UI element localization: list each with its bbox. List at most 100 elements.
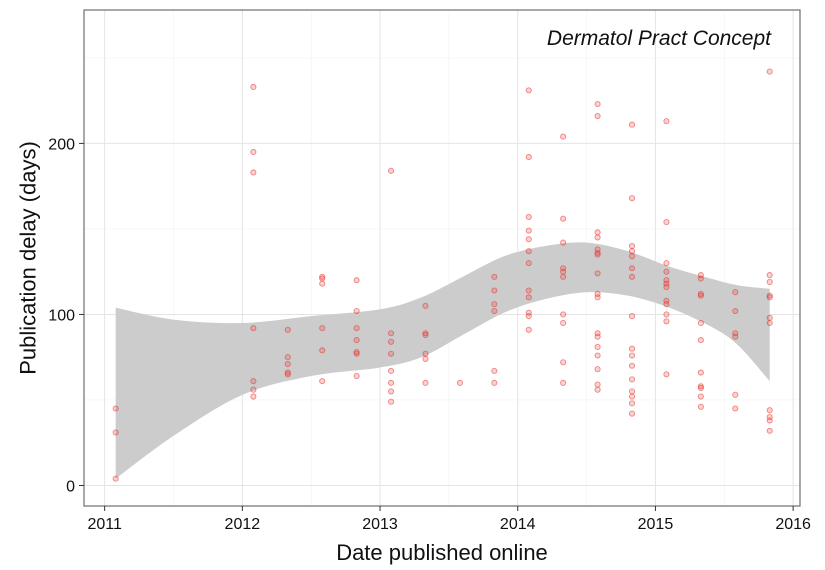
data-point [697,275,704,282]
data-point [491,301,498,308]
data-point [422,379,429,386]
y-axis-title: Publication delay (days) [16,141,41,375]
data-point [250,386,257,393]
data-point [560,359,567,366]
data-point [663,311,670,318]
data-point [663,301,670,308]
data-point [766,278,773,285]
data-point [422,350,429,357]
x-tick-label: 2012 [225,516,261,533]
data-point [422,331,429,339]
data-point [628,352,636,359]
x-tick-label: 2014 [500,516,536,533]
data-point [697,290,704,297]
data-point [388,388,395,395]
data-point [766,68,773,75]
data-point [525,213,532,221]
data-point [525,236,532,243]
data-point [560,273,567,280]
x-tick-label: 2015 [638,516,674,533]
x-axis-title: Date published online [336,540,548,565]
data-point [525,87,532,94]
data-point [766,319,773,327]
data-point [697,369,704,376]
data-point [594,101,601,108]
data-point [594,343,601,350]
confidence-band-area [115,242,770,479]
data-point [594,381,601,388]
x-tick-label: 2011 [87,516,122,533]
data-point [628,273,636,280]
smooth-confidence-band [115,242,770,479]
data-point [284,360,291,368]
data-point [422,330,429,337]
data-point [766,427,773,434]
data-point [628,265,636,272]
data-point [353,372,360,380]
data-point [112,475,119,482]
data-point [766,294,773,301]
data-point [697,383,704,390]
data-point [628,313,636,320]
data-point [697,403,704,410]
data-point [628,242,636,250]
x-tick-label: 2016 [775,516,811,533]
data-points [112,68,773,482]
data-point [594,366,601,373]
data-point [663,318,670,325]
data-point [663,371,670,378]
data-point [594,249,601,256]
data-point [628,388,636,395]
data-point [697,384,704,392]
data-point [594,333,601,340]
data-point [491,367,498,374]
data-point [284,369,291,376]
data-point [353,307,360,315]
data-point [732,405,739,412]
data-point [732,307,739,315]
data-point [388,350,395,357]
data-point [594,270,601,277]
grid-lines [84,10,800,506]
data-point [628,195,636,202]
data-point [628,410,636,417]
data-point [319,273,326,280]
data-point [766,407,773,414]
data-point [388,330,395,337]
data-point [112,429,119,436]
data-point [594,352,601,359]
data-point [766,417,773,424]
data-point [628,362,636,369]
data-point [319,325,326,332]
data-point [250,148,257,156]
data-point [353,337,360,344]
data-point [388,367,395,374]
data-point [388,379,395,386]
data-point [594,229,601,236]
data-point [697,319,704,327]
data-point [491,287,498,294]
data-point [697,292,704,299]
plot-panel-border [83,9,801,507]
data-point [560,133,567,140]
data-point [628,400,636,407]
data-point [525,227,532,234]
data-point [628,393,636,400]
data-point [766,272,773,279]
data-point [732,391,739,398]
data-point [422,302,429,309]
data-point [319,275,326,282]
data-point [456,379,463,386]
data-point [112,405,119,412]
data-point [284,326,291,333]
data-point [697,337,704,344]
data-point [250,169,257,176]
data-point [594,251,601,258]
x-tick-label: 2013 [362,516,398,533]
data-point [353,277,360,284]
data-point [560,268,567,275]
data-point [594,294,601,301]
data-point [388,398,395,405]
data-point [422,355,429,362]
data-point [319,347,326,354]
